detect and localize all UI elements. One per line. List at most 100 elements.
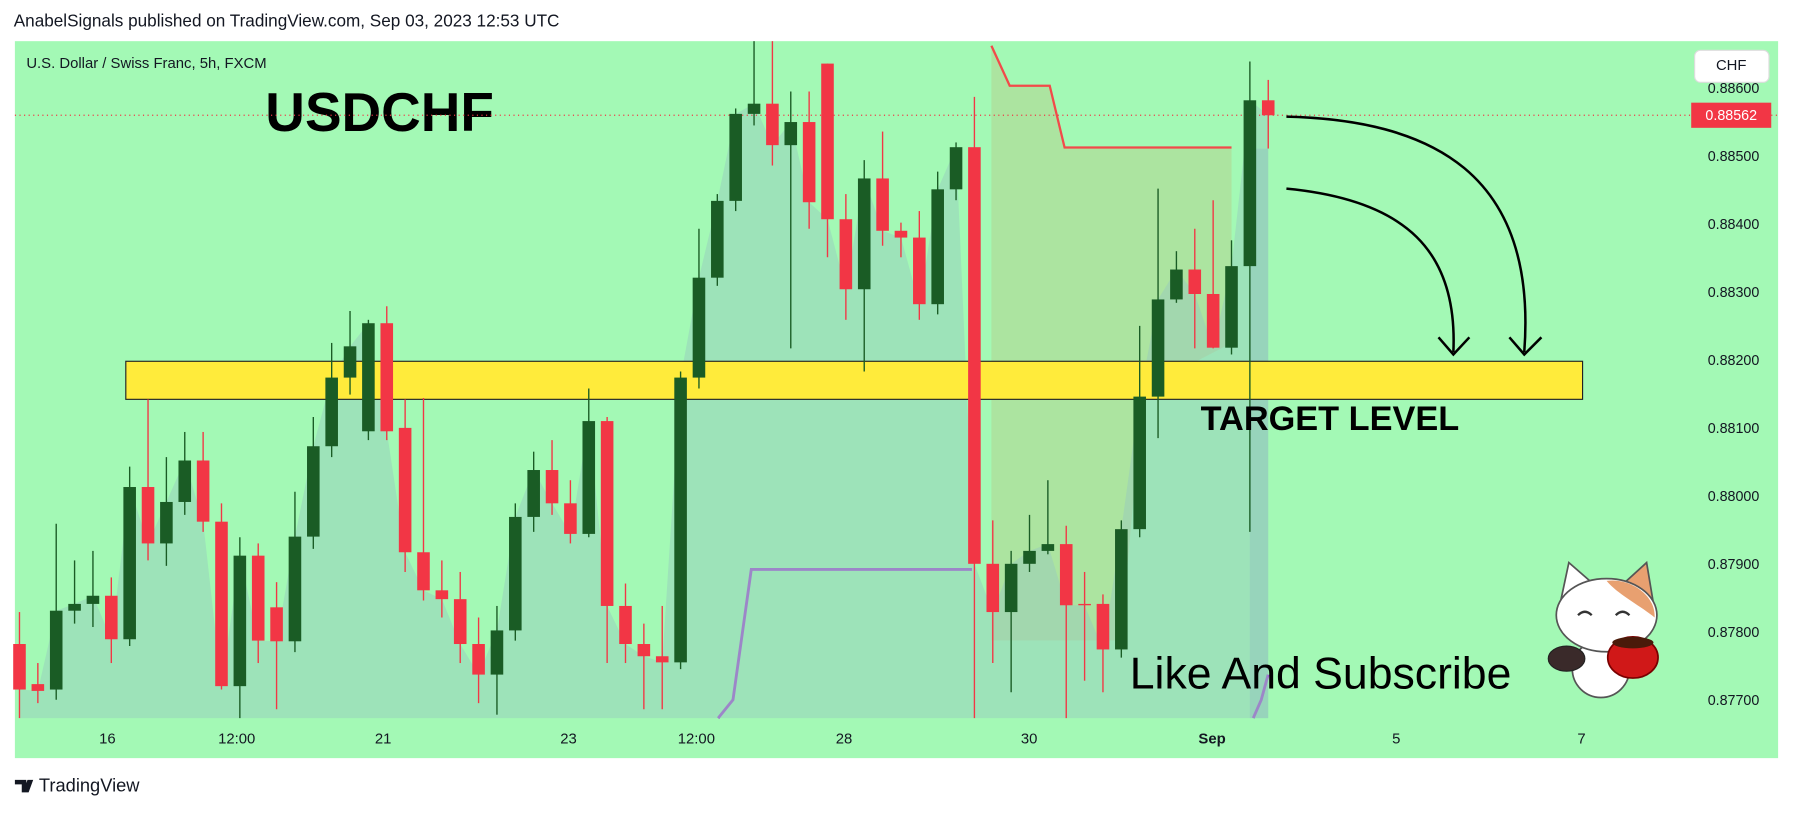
candle-body [31,684,45,691]
candle-body [1225,266,1238,348]
currency-button[interactable] [1694,49,1770,83]
cat-eye [1577,610,1631,617]
chart-title: USDCHF [265,81,494,143]
last-price-label: 0.88562 [1705,108,1757,124]
candle-body [417,552,430,591]
x-tick-label: 23 [560,732,577,748]
x-tick-label: 30 [1021,732,1038,748]
logo-mark [14,779,34,793]
candle-body [251,555,265,641]
x-tick-label: Sep [1198,732,1225,748]
candle-body [1170,269,1183,300]
x-tick-label: 21 [375,732,392,748]
candle-body [1261,100,1275,116]
x-tick-label: 12:00 [218,732,255,748]
candle-body [711,200,724,278]
candle-body [729,113,742,201]
y-tick-label: 0.87700 [1708,693,1760,709]
purple-indicator-line [717,568,972,719]
brand-name: TradingView [39,775,140,796]
y-tick-label: 0.88000 [1708,489,1760,505]
candle-body [1023,550,1036,564]
candle-body [215,521,228,687]
candle-body [435,590,449,600]
arrow [1286,115,1527,353]
candle-body [233,555,247,687]
candle-body [876,178,889,231]
candle-body [564,503,577,534]
candle-body [343,346,357,378]
cat-patch [1606,580,1655,618]
candle-body [619,605,632,645]
candle-body [894,230,908,238]
candle-body [49,610,63,690]
candle-body [1059,544,1073,606]
candle-body [1188,269,1202,294]
candle-body [692,277,706,378]
candle-body [674,377,687,663]
candle-body [1041,544,1055,551]
candle-body [766,103,779,146]
candle-body [362,323,375,432]
brand-logo: TradingView [14,775,140,796]
candle-body [1115,529,1128,650]
candle-body [1004,563,1018,613]
arrow [1286,187,1455,353]
y-tick-label: 0.87900 [1708,557,1760,573]
candle-body [123,487,136,640]
candle-body [949,147,963,190]
candle-body [1151,299,1165,397]
candle-body [527,470,540,517]
cup-coffee [1612,636,1654,649]
last-price-tag [1691,102,1772,128]
x-tick-label: 7 [1577,732,1585,748]
candle-body [13,644,26,690]
candle-body [472,644,485,675]
candle-body [857,178,871,290]
candle-body [1133,396,1146,530]
x-tick-label: 5 [1392,732,1400,748]
y-tick-label: 0.88400 [1708,217,1760,233]
arrow-head [1437,336,1471,357]
candle-body [307,446,320,537]
candle-body [288,536,302,642]
annotation: Like And Subscribe [1130,650,1512,699]
indicator-layer [717,45,1270,719]
candle-body [1243,100,1257,267]
candle-body [141,487,155,544]
candle-body [545,470,559,504]
cat-sticker [1547,560,1659,699]
x-tick-label: 12:00 [678,732,715,748]
candle-body [86,595,100,604]
candle-body [821,63,834,220]
candle-body [105,595,118,640]
candle-body [784,122,798,146]
y-tick-label: 0.87800 [1708,625,1760,641]
arrow-head [1508,336,1543,357]
x-tick-label: 28 [836,732,853,748]
olive-region [991,45,1232,641]
y-tick-label: 0.88600 [1708,81,1760,97]
y-tick-label: 0.88100 [1708,421,1760,437]
candle-body [196,460,210,522]
red-indicator-line [990,45,1232,149]
candle-body [270,607,283,642]
y-tick-label: 0.88200 [1708,353,1760,369]
y-tick-label: 0.88300 [1708,285,1760,301]
candle-body [178,460,192,502]
candle-body [600,421,614,606]
candle-body [325,377,338,447]
header-title: AnabelSignals published on TradingView.c… [14,10,560,30]
price-area [19,100,1269,719]
candle-body [1206,293,1220,348]
teal-band [1249,148,1269,719]
candle-body [986,563,1000,613]
purple-indicator-line [1251,674,1270,719]
x-tick-label: 16 [99,732,116,748]
candle-body [68,603,81,611]
candle-body [1078,603,1091,606]
candle-body [380,323,394,432]
candle-body [747,103,761,114]
